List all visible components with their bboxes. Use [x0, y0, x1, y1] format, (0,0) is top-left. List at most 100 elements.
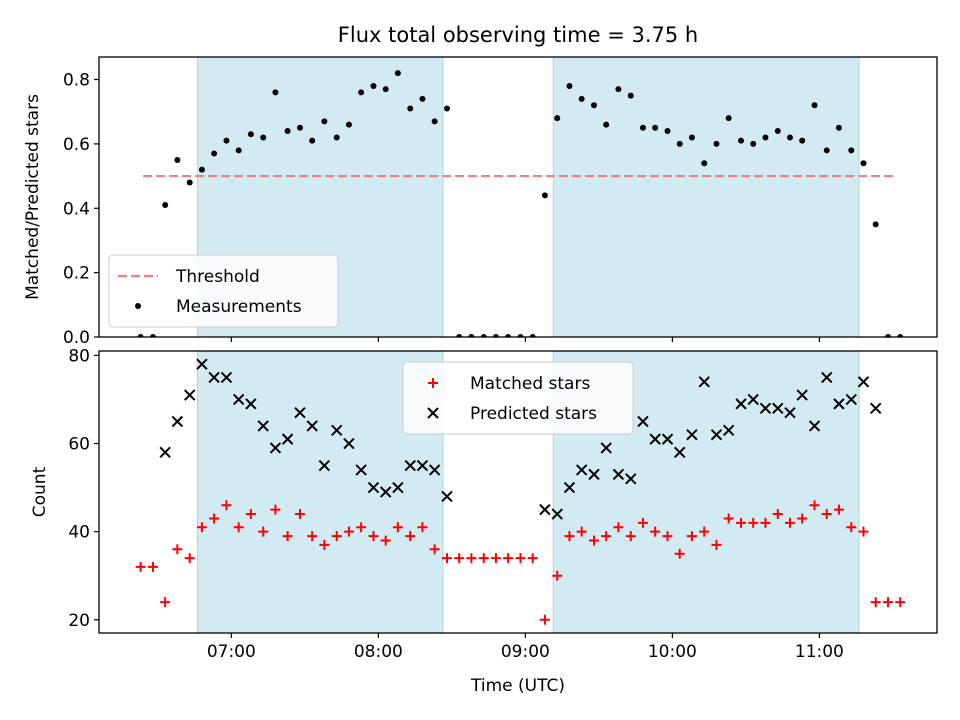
predicted-stars-point — [869, 402, 882, 414]
predicted-stars-point — [759, 402, 772, 414]
predicted-stars-point — [331, 424, 343, 437]
predicted-stars-point — [845, 393, 857, 406]
predicted-stars-point — [551, 508, 563, 520]
y-tick-label: 0.2 — [63, 264, 90, 284]
matched-stars-point — [650, 526, 661, 537]
measurement-point — [615, 86, 622, 93]
matched-stars-point — [392, 522, 403, 533]
measurement-point — [566, 82, 573, 89]
y-axis-label: Matched/Predicted stars — [23, 94, 43, 300]
measurement-point — [443, 105, 450, 112]
measurement-point — [885, 334, 892, 337]
y-axis-label: Count — [30, 466, 50, 517]
y-tick-label: 0.4 — [63, 199, 90, 219]
predicted-stars-point — [722, 424, 735, 437]
matched-stars-point — [221, 500, 232, 511]
predicted-stars-point — [171, 415, 184, 428]
x-tick-label: 11:00 — [795, 642, 844, 662]
measurement-point — [370, 82, 377, 89]
matched-stars-point — [883, 597, 894, 608]
y-tick-label: 60 — [68, 435, 90, 455]
matched-stars-point — [736, 517, 747, 528]
predicted-stars-point — [318, 459, 331, 472]
legend-label: Matched stars — [470, 374, 590, 394]
measurement-point — [872, 221, 879, 228]
plot-frame — [98, 350, 938, 634]
predicted-stars-point — [245, 398, 257, 410]
predicted-stars-point — [294, 406, 306, 419]
measurement-point — [358, 89, 365, 96]
measurement-point — [333, 134, 340, 141]
matched-stars-point — [576, 526, 587, 537]
x-tick-label: 09:00 — [501, 642, 550, 662]
matched-stars-point — [895, 597, 906, 608]
matched-stars-point — [307, 531, 318, 542]
measurement-point — [897, 334, 904, 337]
matched-stars-point — [552, 570, 563, 581]
measurement-point — [676, 140, 683, 147]
matched-stars-point — [784, 517, 795, 528]
measurement-point — [541, 192, 548, 199]
measurement-point — [407, 105, 414, 112]
measurement-point — [174, 156, 181, 163]
matched-stars-point — [331, 531, 342, 542]
predicted-stars-point — [600, 442, 612, 454]
measurement-point — [835, 124, 842, 131]
predicted-stars-point — [833, 398, 845, 410]
matched-stars-point — [270, 504, 281, 515]
predicted-stars-point — [710, 429, 723, 441]
y-tick-label: 80 — [68, 346, 90, 366]
measurement-point — [321, 118, 328, 125]
y-tick-label: 0.0 — [63, 328, 90, 348]
chart-title: Flux total observing time = 3.75 h — [338, 23, 698, 47]
measurement-point — [688, 134, 695, 141]
matched-stars-point — [441, 553, 452, 564]
predicted-stars-point — [159, 446, 171, 459]
y-tick-label: 0.8 — [63, 71, 90, 91]
measurement-point — [223, 137, 230, 144]
predicted-stars-point — [637, 415, 649, 428]
predicted-stars-point — [306, 420, 318, 432]
y-tick-label: 20 — [68, 611, 90, 631]
predicted-stars-point — [367, 481, 380, 494]
y-tick-label: 40 — [68, 523, 90, 543]
matched-stars-point — [564, 531, 575, 542]
matched-stars-point — [589, 535, 600, 546]
predicted-stars-point — [269, 442, 282, 454]
measurement-point — [419, 95, 426, 102]
predicted-stars-point — [232, 393, 245, 406]
matched-stars-point — [319, 539, 330, 550]
predicted-stars-point — [649, 433, 661, 445]
matched-stars-point — [674, 548, 685, 559]
x-tick-label: 08:00 — [354, 642, 403, 662]
matched-stars-point — [368, 531, 379, 542]
measurement-point — [639, 124, 646, 131]
predicted-stars-point — [612, 468, 625, 481]
predicted-stars-point — [196, 358, 208, 370]
measurement-point — [664, 128, 671, 135]
measurement-point — [799, 137, 806, 144]
matched-stars-point — [245, 509, 256, 520]
shaded-region — [552, 56, 860, 338]
predicted-stars-point — [784, 406, 796, 419]
measurement-point — [554, 115, 561, 122]
predicted-stars-point — [379, 486, 392, 498]
matched-stars-point — [699, 526, 710, 537]
matched-stars-point — [601, 531, 612, 542]
measurement-point — [345, 121, 352, 128]
measurement-point — [211, 150, 218, 157]
matched-stars-point — [380, 535, 391, 546]
matched-stars-point — [527, 553, 538, 564]
matched-stars-point — [711, 539, 722, 550]
predicted-stars-point — [428, 464, 441, 476]
matched-stars-point — [135, 561, 146, 572]
measurement-point — [627, 92, 634, 99]
matched-stars-point — [147, 561, 158, 572]
matched-stars-point — [833, 504, 844, 515]
matched-stars-point — [209, 513, 220, 524]
matched-stars-point — [858, 526, 869, 537]
matched-ratio-panel: 0.0 0.2 0.4 0.6 0.8 Matched/Predicted stars Th… — [23, 56, 938, 348]
matched-stars-point — [870, 597, 881, 608]
x-tick-label: 07:00 — [207, 642, 256, 662]
